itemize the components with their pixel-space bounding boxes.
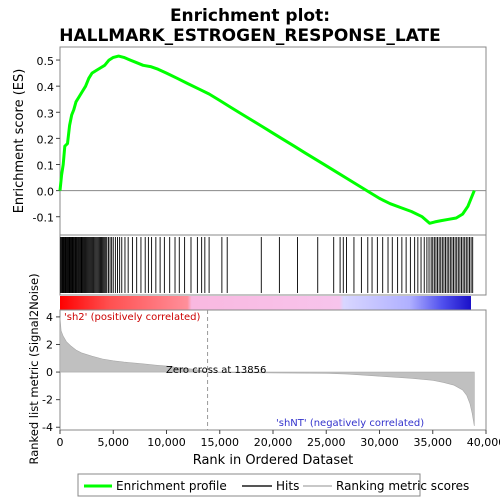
x-tick-label: 40,000 (467, 436, 500, 449)
es-profile-line (58, 54, 476, 225)
es-y-tick-label: 0.4 (37, 81, 55, 94)
positive-correlation-label: 'sh2' (positively correlated) (64, 312, 201, 323)
metric-area-fill (59, 316, 475, 426)
zero-cross-label: Zero cross at 13856 (166, 365, 266, 376)
legend-label-hits: Hits (276, 479, 299, 493)
x-axis-label: Rank in Ordered Dataset (193, 453, 354, 468)
x-tick-label: 15,000 (201, 436, 240, 449)
metric-y-tick-label: -2 (42, 394, 53, 407)
metric-y-tick-label: 2 (46, 338, 53, 351)
es-y-ticks: -0.1 0.0 0.1 0.2 0.3 0.4 0.5 (33, 55, 60, 225)
es-panel-frame (59, 46, 487, 236)
hits-panel-frame (59, 234, 487, 296)
es-y-tick-label: 0.2 (37, 133, 55, 146)
chart-title-line-1: Enrichment plot: (170, 6, 330, 26)
metric-y-ticks: -4 -2 0 2 4 (42, 311, 60, 434)
es-y-tick-label: 0.3 (37, 107, 55, 120)
metric-panel: -4 -2 0 2 4 'sh2' (positively correlated) Ze… (27, 273, 487, 465)
rank-gradient (60, 296, 471, 310)
metric-y-tick-label: 4 (46, 311, 53, 324)
x-tick-label: 5,000 (98, 436, 130, 449)
legend-label-enrichment: Enrichment profile (116, 479, 227, 493)
chart-title-line-2: HALLMARK_ESTROGEN_RESPONSE_LATE (59, 26, 441, 46)
metric-y-axis-label: Ranked list metric (Signal2Noise) (27, 273, 41, 464)
x-tick-label: 35,000 (414, 436, 453, 449)
negative-correlation-label: 'shNT' (negatively correlated) (276, 418, 424, 429)
x-axis-ticks: 0 5,000 10,000 15,000 20,000 25,000 30,000 35,0… (57, 430, 500, 449)
es-y-tick-label: -0.1 (33, 212, 54, 225)
metric-y-tick-label: 0 (46, 366, 53, 379)
hit-marks (60, 237, 474, 293)
legend-label-metric: Ranking metric scores (336, 479, 469, 493)
rank-color-bar (60, 296, 471, 310)
es-y-axis-label: Enrichment score (ES) (12, 69, 27, 214)
x-tick-label: 0 (57, 436, 64, 449)
metric-area (59, 316, 475, 426)
x-tick-label: 30,000 (360, 436, 399, 449)
x-tick-label: 10,000 (147, 436, 186, 449)
x-tick-label: 20,000 (254, 436, 293, 449)
es-panel: -0.1 0.0 0.1 0.2 0.3 0.4 0.5 Enrichment score … (12, 46, 487, 236)
legend: Enrichment profile Hits Ranking metric s… (77, 473, 469, 497)
metric-y-tick-label: -4 (42, 421, 53, 434)
es-profile-polyline (58, 54, 476, 225)
es-y-tick-label: 0.0 (37, 186, 55, 199)
x-tick-label: 25,000 (307, 436, 346, 449)
es-y-tick-label: 0.1 (37, 160, 55, 173)
hits-panel (59, 234, 487, 296)
es-y-tick-label: 0.5 (37, 55, 55, 68)
